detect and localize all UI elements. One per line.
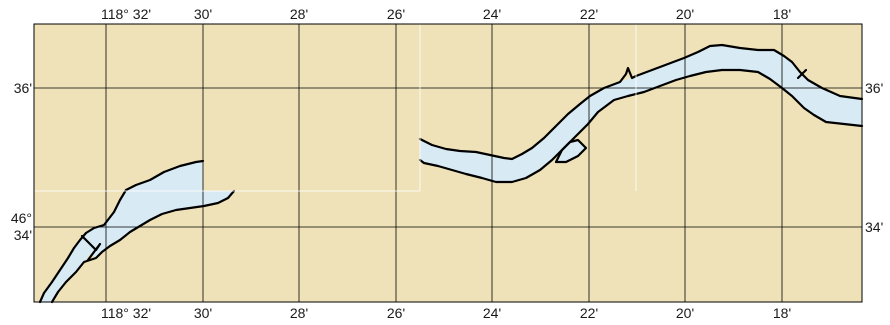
longitude-label-top: 28' xyxy=(290,6,308,22)
latitude-label-left: 36' xyxy=(14,80,32,96)
river-segment-east xyxy=(420,45,862,182)
longitude-label-top: 22' xyxy=(580,6,598,22)
longitude-label-bottom: 30' xyxy=(194,305,212,321)
longitude-label-top: 118° 32' xyxy=(101,6,151,22)
longitude-label-bottom: 28' xyxy=(290,305,308,321)
latitude-label-left: 46° xyxy=(11,210,32,226)
longitude-label-bottom: 22' xyxy=(580,305,598,321)
longitude-label-top: 20' xyxy=(676,6,694,22)
latitude-label-right: 36' xyxy=(865,80,883,96)
shoreline-west-inlet xyxy=(80,234,102,262)
river-segment-west xyxy=(40,161,234,302)
longitude-label-top: 26' xyxy=(387,6,405,22)
tile-seams xyxy=(34,24,637,192)
longitude-label-bottom: 26' xyxy=(387,305,405,321)
longitude-labels-bottom: 118° 32' 30' 28' 26' 24' 22' 20' 18' xyxy=(101,305,791,321)
shoreline-east-south xyxy=(418,68,864,184)
latitude-label-right: 34' xyxy=(865,219,883,235)
latitude-labels-left: 36' 46° 34' xyxy=(11,80,32,243)
longitude-label-top: 30' xyxy=(194,6,212,22)
shoreline-east-north xyxy=(418,43,864,161)
shoreline xyxy=(38,43,864,304)
longitude-label-bottom: 18' xyxy=(773,305,791,321)
longitude-labels-top: 118° 32' 30' 28' 26' 24' 22' 20' 18' xyxy=(101,6,791,22)
shoreline-west-south xyxy=(50,189,236,304)
longitude-label-top: 24' xyxy=(483,6,501,22)
longitude-label-bottom: 118° 32' xyxy=(101,305,151,321)
longitude-label-top: 18' xyxy=(773,6,791,22)
coordinate-grid xyxy=(34,24,862,302)
shoreline-west-north xyxy=(38,159,205,304)
latitude-label-left: 34' xyxy=(14,227,32,243)
map-border xyxy=(33,23,863,303)
longitude-label-bottom: 20' xyxy=(676,305,694,321)
river-water xyxy=(40,45,862,302)
latitude-labels-right: 36' 34' xyxy=(865,80,883,235)
longitude-label-bottom: 24' xyxy=(483,305,501,321)
shoreline-island xyxy=(554,138,588,164)
river-island-loop xyxy=(556,140,586,162)
shoreline-east-spur xyxy=(796,68,808,80)
